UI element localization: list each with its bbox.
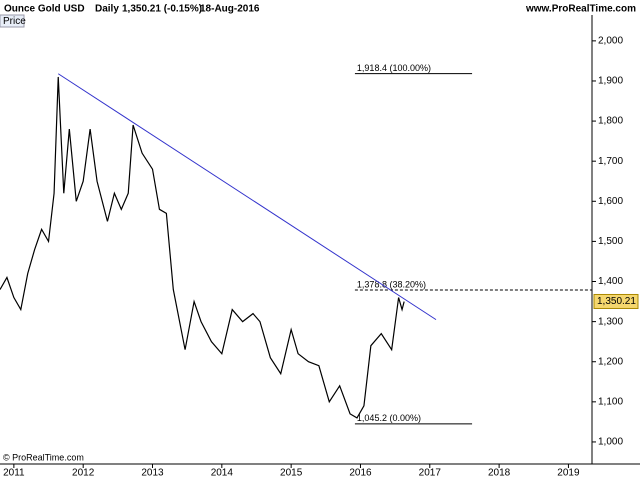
price-line <box>0 76 405 419</box>
x-tick-label: 2019 <box>557 468 580 479</box>
x-tick-label: 2014 <box>211 468 234 479</box>
y-tick-label: 1,300 <box>598 316 623 327</box>
panel-label-box <box>0 14 25 28</box>
quote: 1,350.21 (-0.15%) <box>122 4 202 15</box>
x-tick-label: 2016 <box>349 468 372 479</box>
date: 18-Aug-2016 <box>200 4 260 15</box>
y-tick-label: 1,900 <box>598 76 623 87</box>
y-tick-label: 1,200 <box>598 356 623 367</box>
panel-label: Price <box>3 16 26 27</box>
last-price-label: 1,350.21 <box>597 296 636 307</box>
y-tick-label: 1,600 <box>598 196 623 207</box>
fib-label: 1,378.8 (38.20%) <box>357 279 426 289</box>
x-tick-label: 2011 <box>3 468 25 479</box>
copyright: © ProRealTime.com <box>3 452 84 462</box>
fib-label: 1,918.4 (100.00%) <box>357 63 431 73</box>
y-tick-label: 1,800 <box>598 116 623 127</box>
y-tick-label: 1,400 <box>598 276 623 287</box>
x-tick-label: 2018 <box>488 468 511 479</box>
y-tick-label: 1,500 <box>598 236 623 247</box>
x-tick-label: 2013 <box>141 468 164 479</box>
x-tick-label: 2015 <box>280 468 303 479</box>
period: Daily <box>95 4 119 15</box>
y-tick-label: 1,000 <box>598 437 623 448</box>
trend-line <box>57 73 437 321</box>
source: www.ProRealTime.com <box>525 4 636 15</box>
x-tick-label: 2017 <box>419 468 442 479</box>
last-price-box <box>593 293 639 309</box>
y-tick-label: 2,000 <box>598 36 623 47</box>
title: Ounce Gold USD <box>4 4 85 15</box>
x-tick-label: 2012 <box>72 468 95 479</box>
y-tick-label: 1,100 <box>598 396 623 407</box>
y-tick-label: 1,700 <box>598 156 623 167</box>
fib-label: 1,045.2 (0.00%) <box>357 413 421 423</box>
